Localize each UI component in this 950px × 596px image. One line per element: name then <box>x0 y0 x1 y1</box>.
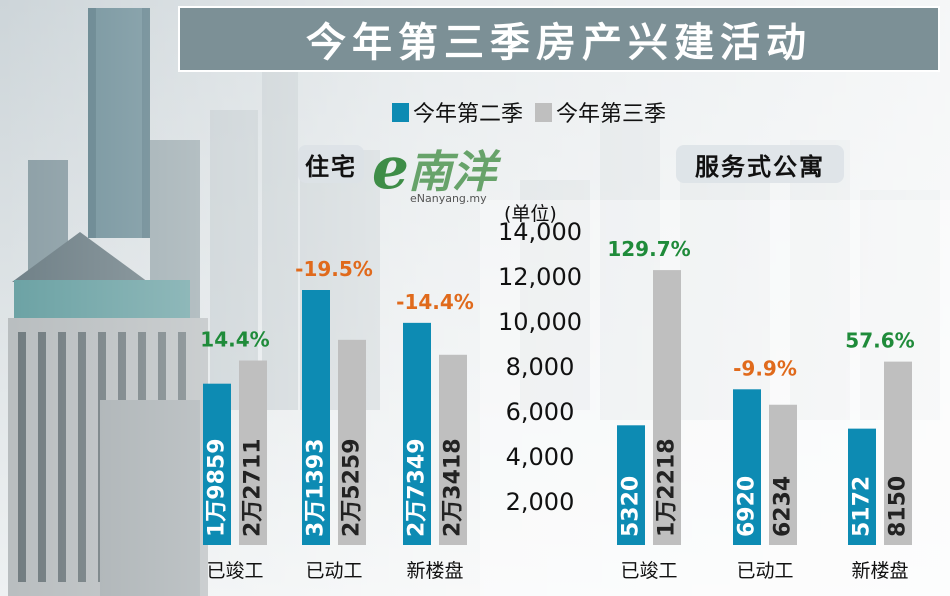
legend-label-q2: 今年第二季 <box>413 102 524 127</box>
change-label: -19.5% <box>295 257 373 281</box>
y-tick-label: 14,000 <box>498 218 582 246</box>
legend-item-q3: 今年第三季 <box>535 96 666 128</box>
legend-swatch-q3 <box>535 102 553 122</box>
chart-title: 今年第三季房产兴建活动 <box>306 20 812 66</box>
legend-label-q3: 今年第三季 <box>556 102 667 127</box>
data-label: 5172 <box>850 476 875 537</box>
category-label: 已竣工 <box>206 560 263 582</box>
category-label: 已动工 <box>305 560 362 582</box>
change-label: -9.9% <box>733 356 797 380</box>
data-label: 2万2711 <box>241 438 266 537</box>
section-label-residential: 住宅 <box>298 145 364 183</box>
bar-residential-0-q3 <box>239 360 267 545</box>
bar-serviced-2-q3 <box>884 361 912 545</box>
unit-label: (单位) <box>504 203 557 225</box>
data-label: 2万7349 <box>405 438 430 537</box>
y-tick-label: 12,000 <box>498 263 582 291</box>
legend: 今年第二季 今年第三季 <box>392 96 666 128</box>
change-label: 14.4% <box>200 328 269 352</box>
bar-residential-2-q3 <box>439 354 467 545</box>
bar-serviced-2-q2 <box>848 428 876 545</box>
y-tick-label: 6,000 <box>506 398 575 426</box>
watermark-site: eNanyang.my <box>410 192 487 205</box>
category-label: 新楼盘 <box>851 560 908 582</box>
data-label: 1万2218 <box>655 438 680 537</box>
y-tick-label: 10,000 <box>498 308 582 336</box>
bar-serviced-0-q2 <box>617 425 645 545</box>
y-tick-label: 2,000 <box>506 488 575 516</box>
data-label: 2万5259 <box>340 438 365 537</box>
bar-residential-0-q2 <box>203 383 231 545</box>
data-label: 1万9859 <box>205 438 230 537</box>
category-label: 已动工 <box>736 560 793 582</box>
data-label: 2万3418 <box>441 438 466 537</box>
data-label: 5320 <box>619 476 644 537</box>
watermark-logo-mark: e <box>372 134 409 202</box>
title-banner: 今年第三季房产兴建活动 <box>178 6 940 72</box>
bar-residential-1-q3 <box>338 339 366 545</box>
section-label-serviced-apartment: 服务式公寓 <box>676 145 844 183</box>
category-label: 新楼盘 <box>406 560 463 582</box>
y-tick-label: 8,000 <box>506 353 575 381</box>
legend-item-q2: 今年第二季 <box>392 96 523 128</box>
data-label: 6920 <box>735 476 760 537</box>
bar-residential-1-q2 <box>302 290 330 545</box>
change-label: -14.4% <box>396 290 474 314</box>
change-label: 129.7% <box>607 237 690 261</box>
bar-residential-2-q2 <box>403 322 431 545</box>
y-tick-label: 4,000 <box>506 443 575 471</box>
data-label: 6234 <box>771 476 796 537</box>
data-label: 8150 <box>886 476 911 537</box>
legend-swatch-q2 <box>392 102 409 122</box>
change-label: 57.6% <box>845 329 914 353</box>
data-label: 3万1393 <box>304 438 329 537</box>
watermark-logo: 南洋 <box>408 147 496 198</box>
bar-serviced-1-q2 <box>733 389 761 545</box>
bar-serviced-0-q3 <box>653 270 681 545</box>
bar-serviced-1-q3 <box>769 404 797 545</box>
category-label: 已竣工 <box>620 560 677 582</box>
